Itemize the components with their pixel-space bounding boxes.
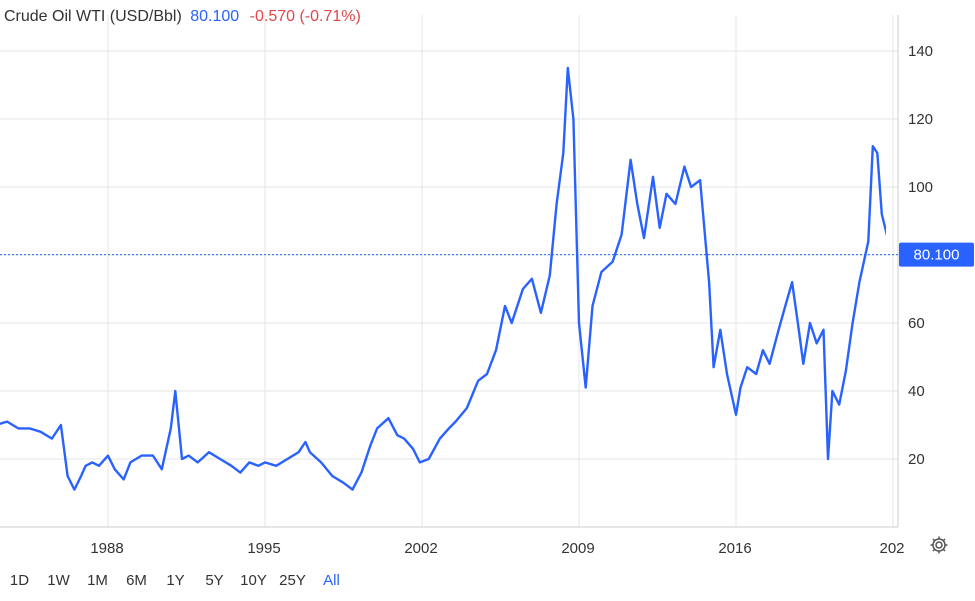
- range-button-25y[interactable]: 25Y: [279, 572, 306, 589]
- last-price-badge: [899, 242, 974, 267]
- range-button-all[interactable]: All: [323, 572, 340, 589]
- range-button-1w[interactable]: 1W: [47, 572, 70, 589]
- instrument-title: Crude Oil WTI (USD/Bbl): [4, 8, 182, 25]
- series-line: [0, 66, 886, 491]
- range-button-1y[interactable]: 1Y: [166, 572, 185, 589]
- range-button-5y[interactable]: 5Y: [205, 572, 224, 589]
- y-tick-label: 20: [908, 451, 925, 468]
- last-price-badge-label: 80.100: [914, 247, 960, 264]
- range-button-10y[interactable]: 10Y: [240, 572, 267, 589]
- x-tick-label: 2002: [404, 540, 437, 557]
- y-tick-label: 100: [908, 179, 933, 196]
- range-button-6m[interactable]: 6M: [126, 572, 147, 589]
- x-tick-label: 2016: [718, 540, 751, 557]
- x-tick-label: 1995: [247, 540, 280, 557]
- x-tick-label: 1988: [90, 540, 123, 557]
- y-tick-label: 120: [908, 111, 933, 128]
- y-tick-label: 40: [908, 383, 925, 400]
- x-tick-label: 2009: [561, 540, 594, 557]
- y-tick-label: 140: [908, 43, 933, 60]
- price-change: -0.570 (-0.71%): [249, 8, 361, 25]
- range-button-1m[interactable]: 1M: [87, 572, 108, 589]
- x-tick-label: 202: [879, 540, 904, 557]
- y-tick-label: 60: [908, 315, 925, 332]
- last-price: 80.100: [190, 8, 240, 25]
- range-button-1d[interactable]: 1D: [9, 572, 30, 589]
- range-selector: 1D 1W 1M 6M 1Y 5Y 10Y 25Y All: [0, 572, 351, 594]
- gear-icon[interactable]: [929, 535, 949, 555]
- instrument-header: Crude Oil WTI (USD/Bbl) 80.100 -0.570 (-…: [4, 8, 361, 26]
